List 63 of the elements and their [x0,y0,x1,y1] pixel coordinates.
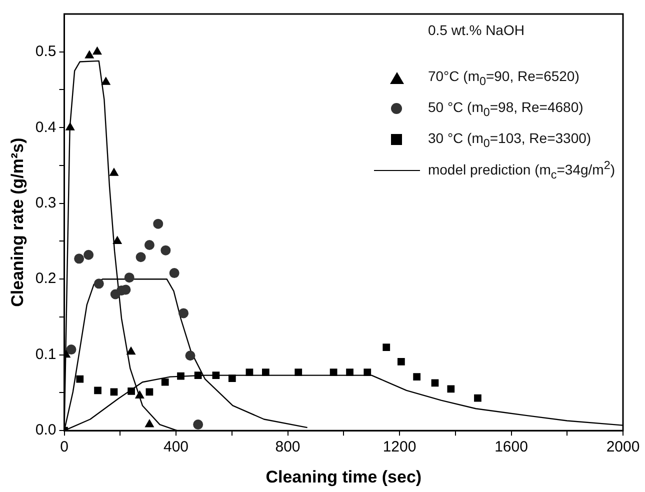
point [246,368,254,376]
point [330,368,338,376]
point [212,372,220,379]
x-tick-label: 800 [275,438,300,456]
point [110,388,118,396]
legend-label: model prediction (m$_{c}$=34g/m$^{2}$) [428,159,615,182]
point [128,388,135,395]
point [101,77,110,85]
legend-label: 30 °C (m$_{0}$=103, Re=3300) [428,130,592,150]
x-tick-label: 0 [60,438,68,456]
point [84,250,94,260]
point [124,272,134,283]
y-axis-title: Cleaning rate (g/m²s) [8,138,27,307]
point [474,394,482,402]
point [193,420,204,430]
point [160,245,171,256]
point [92,46,102,55]
point [262,368,270,376]
y-tick-label: 0.4 [35,118,56,136]
x-tick-label: 2000 [606,438,640,456]
point [110,168,118,176]
point [413,373,421,381]
point [364,368,372,376]
point [136,252,146,262]
point [447,385,455,393]
y-tick-label: 0.5 [35,43,56,60]
point [126,346,136,355]
legend-label: 70°C (m$_{0}$=90, Re=6520) [428,68,580,88]
x-tick-label: 400 [163,438,189,456]
point [146,388,154,396]
x-axis-title: Cleaning time (sec) [266,467,422,486]
point [94,386,102,394]
point [177,372,184,380]
point [169,268,180,278]
point [85,50,94,58]
point [294,368,302,376]
point [112,236,122,244]
legend-title: 0.5 wt.% NaOH [426,22,526,40]
point [161,378,169,386]
point [76,375,84,383]
point [66,122,75,130]
x-tick-label: 1600 [494,438,528,456]
y-tick-label: 0.3 [35,194,56,212]
point [228,374,236,382]
point [94,278,104,289]
point [382,344,390,351]
x-tick-label: 1200 [382,438,416,456]
y-tick-label: 0.2 [35,270,56,288]
point [178,308,189,318]
y-tick-label: 0.1 [35,346,56,363]
point [135,390,144,399]
point [66,344,76,355]
point [397,358,405,366]
point [153,218,164,229]
point [144,240,154,250]
point [145,420,154,428]
point [74,254,84,264]
point [431,379,439,387]
y-tick-label: 0.0 [35,422,56,439]
point [194,372,202,379]
point [346,368,354,376]
point [185,350,196,361]
legend-label: 50 °C (m$_{0}$=98, Re=4680) [428,98,584,118]
